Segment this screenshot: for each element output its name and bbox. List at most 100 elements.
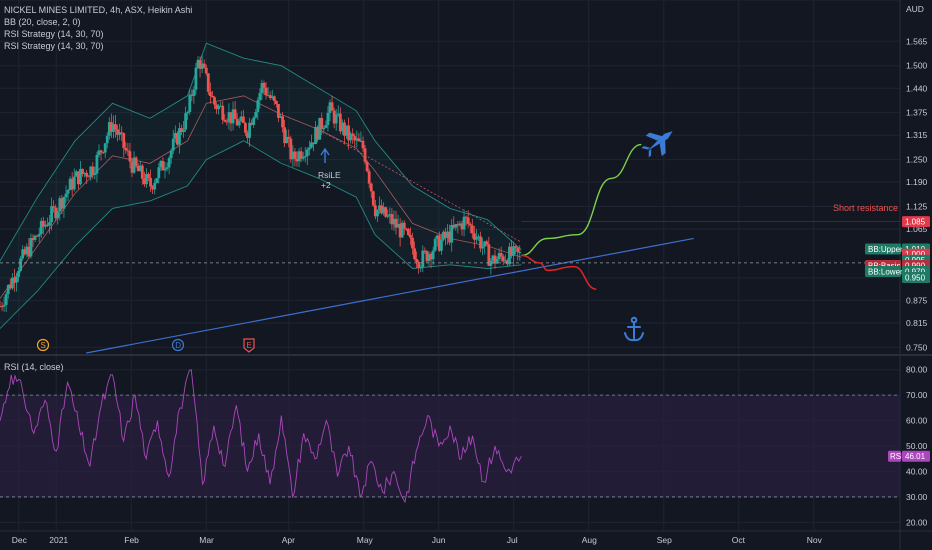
dividend-event-icon[interactable] xyxy=(36,338,50,352)
candle-body xyxy=(262,82,266,88)
indicator-name-tag-text: BB:Upper xyxy=(868,245,903,254)
time-tick-label: Oct xyxy=(732,535,746,545)
candle-body xyxy=(437,235,441,251)
candle-body xyxy=(192,89,196,97)
candle-body xyxy=(19,258,23,271)
rsi-name-tag xyxy=(888,450,901,462)
candle-body xyxy=(93,173,97,176)
candle-body xyxy=(120,132,124,134)
candle-body xyxy=(149,177,152,187)
candle-body xyxy=(371,191,375,206)
candle-body xyxy=(62,197,66,209)
candle-body xyxy=(134,157,138,166)
symbol-title[interactable]: NICKEL MINES LIMITED, 4h, ASX, Heikin As… xyxy=(4,5,193,15)
candle-body xyxy=(404,228,408,230)
bb-indicator-label[interactable]: BB (20, close, 2, 0) xyxy=(4,17,81,27)
rsi-name-tag-text: RSI xyxy=(890,452,903,461)
candle-body xyxy=(99,150,103,153)
candle-body xyxy=(248,122,251,138)
rsi-indicator-label[interactable]: RSI (14, close) xyxy=(4,362,64,372)
rsi-line xyxy=(0,369,522,504)
forecast-up-curve xyxy=(521,143,642,257)
candle-body xyxy=(351,133,355,137)
candle-body xyxy=(147,173,150,178)
candle-body xyxy=(46,224,49,226)
candle-body xyxy=(219,105,223,107)
candle-body xyxy=(442,231,445,240)
candle-body xyxy=(70,178,74,190)
candle-body xyxy=(171,138,175,151)
candle-body xyxy=(429,253,433,260)
candle-body xyxy=(413,248,416,260)
candle-body xyxy=(283,127,287,144)
rsi-strategy-label[interactable]: RSI Strategy (14, 30, 70) xyxy=(4,29,104,39)
candle-body xyxy=(493,255,497,264)
candle-body xyxy=(163,168,167,171)
candle-body xyxy=(452,224,456,228)
candle-body xyxy=(334,114,338,124)
candle-body xyxy=(439,239,443,251)
candle-body xyxy=(229,112,233,124)
candle-body xyxy=(423,250,427,252)
candle-body xyxy=(188,94,192,112)
candle-body xyxy=(386,215,390,217)
candle-body xyxy=(202,63,206,68)
candle-body xyxy=(190,94,194,97)
candle-body xyxy=(367,171,371,184)
candle-body xyxy=(514,246,518,248)
candle-body xyxy=(458,223,462,226)
candle-body xyxy=(268,95,272,99)
price-tick-label: 0.815 xyxy=(906,318,928,328)
candle-body xyxy=(254,112,258,118)
price-tick-label: 1.250 xyxy=(906,155,928,165)
candle-body xyxy=(512,246,515,256)
candle-body xyxy=(454,224,458,228)
candle-body xyxy=(485,241,489,245)
candle-body xyxy=(464,216,468,218)
candle-body xyxy=(446,231,449,238)
time-tick-label: 2021 xyxy=(49,535,68,545)
candle-body xyxy=(213,97,216,105)
currency-label: AUD xyxy=(906,4,924,14)
candle-body xyxy=(21,249,25,259)
candle-body xyxy=(76,171,80,185)
candle-body xyxy=(499,253,503,257)
candle-body xyxy=(270,96,274,99)
candle-body xyxy=(252,117,256,125)
candle-body xyxy=(487,244,491,266)
earnings-event-icon[interactable] xyxy=(243,338,255,353)
d-event-icon[interactable] xyxy=(171,338,185,352)
candle-body xyxy=(272,96,276,101)
time-tick-label: Dec xyxy=(12,535,28,545)
price-value-tag xyxy=(902,216,930,228)
candle-body xyxy=(510,246,513,256)
indicator-name-tag xyxy=(865,243,901,255)
candle-body xyxy=(369,183,373,192)
candle-body xyxy=(244,123,247,133)
price-tick-label: 1.190 xyxy=(906,177,928,187)
indicator-name-tag xyxy=(865,266,901,278)
time-tick-label: Mar xyxy=(199,535,214,545)
candle-body xyxy=(112,124,115,132)
candle-body xyxy=(116,129,119,135)
candle-body xyxy=(357,138,361,142)
candle-body xyxy=(326,112,330,126)
price-tick-label: 0.750 xyxy=(906,342,928,352)
candle-body xyxy=(128,151,132,162)
candle-body xyxy=(324,125,328,128)
main-legend: NICKEL MINES LIMITED, 4h, ASX, Heikin As… xyxy=(4,4,192,52)
candle-body xyxy=(489,260,493,266)
time-tick-label: May xyxy=(357,535,374,545)
candle-body xyxy=(225,121,229,123)
candle-body xyxy=(114,124,117,130)
candle-body xyxy=(343,122,346,136)
candle-body xyxy=(237,120,241,126)
candle-body xyxy=(479,236,482,249)
event-markers: S D E xyxy=(36,338,255,353)
rsi-strategy-label-2[interactable]: RSI Strategy (14, 30, 70) xyxy=(4,41,104,51)
rsi-signal-count: +2 xyxy=(321,180,331,190)
candle-body xyxy=(27,246,31,257)
rsi-tick-label: 40.00 xyxy=(906,466,928,476)
candle-body xyxy=(64,193,68,198)
candle-body xyxy=(307,147,311,150)
